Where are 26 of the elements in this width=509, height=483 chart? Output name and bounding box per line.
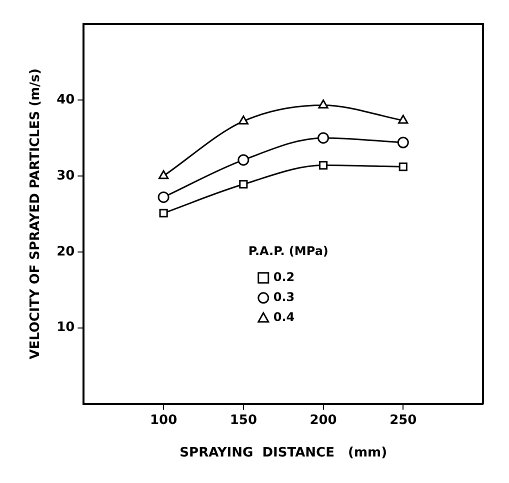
point: [398, 114, 408, 124]
y-tick-label: 40: [56, 92, 75, 108]
point: [238, 154, 250, 166]
point: [397, 136, 409, 148]
point: [239, 180, 248, 189]
x-tick-label: 250: [390, 412, 417, 428]
point: [318, 161, 328, 170]
legend-label: 0.4: [273, 310, 295, 324]
x-tick-label: 100: [150, 412, 178, 428]
point: [158, 191, 170, 203]
x-tick-label: 150: [230, 412, 257, 428]
point: [398, 162, 408, 172]
y-tick-label: 30: [56, 168, 75, 184]
point: [318, 100, 328, 109]
legend-label: 0.2: [273, 270, 295, 284]
point: [158, 170, 169, 180]
y-tick-label: 20: [56, 244, 75, 260]
point: [159, 208, 168, 218]
x-tick-label: 200: [310, 412, 337, 428]
legend-title: P.A.P. (MPa): [248, 244, 328, 258]
y-tick-label: 10: [56, 320, 75, 336]
point: [318, 132, 330, 144]
x-axis-title: SPRAYING DISTANCE (mm): [180, 446, 388, 461]
legend-label: 0.3: [273, 290, 295, 304]
point: [238, 115, 248, 124]
y-axis-title: VELOCITY OF SPRAYED PARTICLES (m/s): [28, 68, 44, 360]
